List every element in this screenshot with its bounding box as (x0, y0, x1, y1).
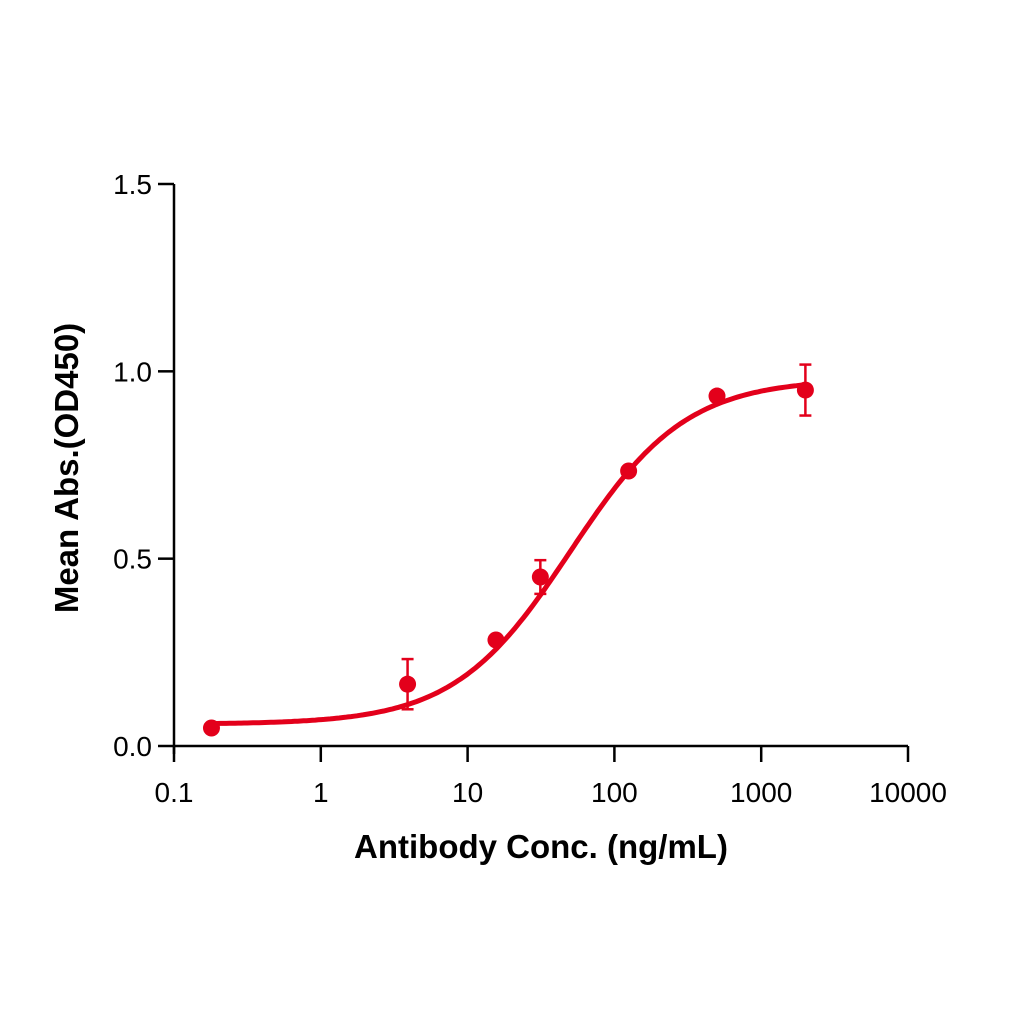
x-tick-label: 1000 (730, 777, 792, 808)
data-point (620, 462, 638, 480)
data-point (708, 387, 726, 405)
data-point (531, 568, 549, 586)
x-tick-label: 100 (591, 777, 638, 808)
y-axis-title: Mean Abs.(OD450) (48, 323, 85, 613)
y-tick-label: 1.5 (113, 169, 152, 200)
data-point (202, 719, 220, 737)
fit-curve (209, 382, 808, 727)
fit-line (209, 382, 808, 727)
y-tick-label: 1.0 (113, 356, 152, 387)
x-tick-label: 10 (452, 777, 483, 808)
data-point (487, 631, 505, 649)
data-points (202, 363, 814, 737)
axes: 0.0 0.5 1.0 1.5 0.1 1 10 100 1000 10000 (113, 169, 947, 808)
x-tick-label: 10000 (869, 777, 947, 808)
x-axis-title: Antibody Conc. (ng/mL) (354, 828, 728, 865)
x-tick-label: 1 (313, 777, 329, 808)
y-tick-label: 0.5 (113, 544, 152, 575)
data-point (796, 381, 814, 399)
data-point (399, 675, 417, 693)
x-tick-label: 0.1 (155, 777, 194, 808)
y-tick-label: 0.0 (113, 731, 152, 762)
